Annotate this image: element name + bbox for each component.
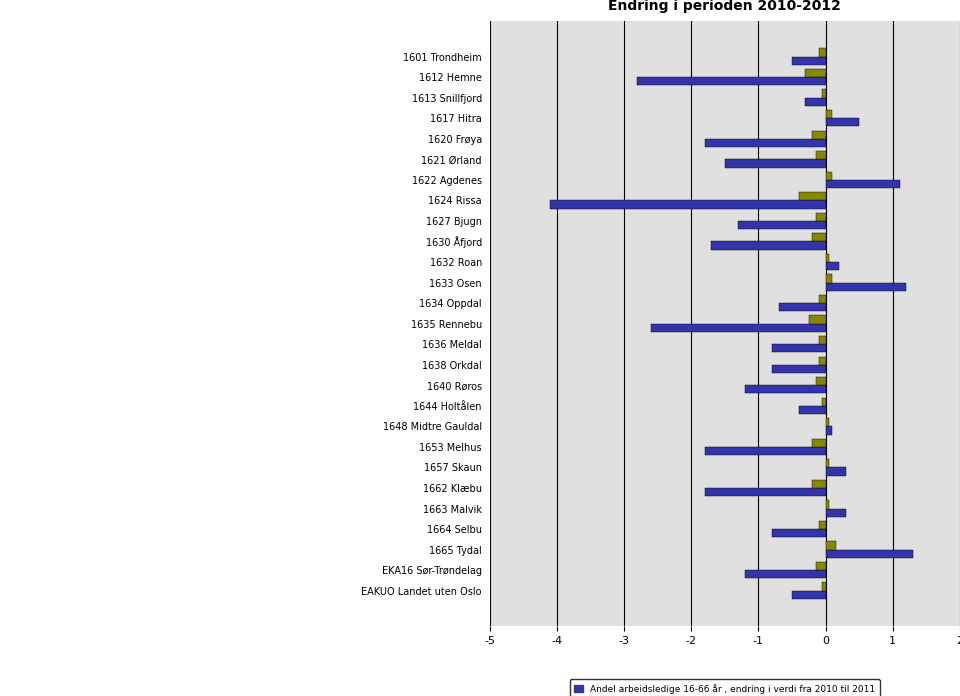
Bar [826, 262, 839, 270]
Bar [812, 131, 826, 139]
Bar [819, 521, 826, 529]
Bar [826, 459, 828, 468]
Bar [805, 97, 826, 106]
Bar [779, 303, 826, 311]
Bar [792, 56, 826, 65]
Bar [705, 139, 826, 147]
Bar [819, 336, 826, 345]
Bar [826, 172, 832, 180]
Bar [799, 406, 826, 414]
Bar [826, 468, 846, 475]
Bar [826, 180, 900, 188]
Bar [819, 49, 826, 56]
Bar [738, 221, 826, 229]
Bar [826, 110, 832, 118]
Bar [826, 274, 832, 283]
Bar [792, 591, 826, 599]
Bar [805, 69, 826, 77]
Bar [772, 529, 826, 537]
Bar [822, 397, 826, 406]
Bar [772, 365, 826, 373]
Bar [772, 345, 826, 352]
Bar [819, 295, 826, 303]
Bar [745, 570, 826, 578]
Bar [826, 118, 859, 127]
Bar [826, 550, 913, 557]
Bar [815, 213, 826, 221]
Bar [826, 418, 828, 427]
Bar [815, 562, 826, 570]
Bar [799, 192, 826, 200]
Bar [705, 447, 826, 455]
Bar [826, 427, 832, 434]
Bar [822, 583, 826, 591]
Legend: Andel arbeidsledige 16-66 år , endring i verdi fra 2010 til 2011, Andel arbeidsl: Andel arbeidsledige 16-66 år , endring i… [569, 679, 880, 696]
Bar [812, 233, 826, 242]
Bar [819, 356, 826, 365]
Bar [826, 541, 835, 550]
Bar [705, 488, 826, 496]
Bar [815, 151, 826, 159]
Bar [725, 159, 826, 168]
Bar [550, 200, 826, 209]
Bar [826, 254, 828, 262]
Bar [808, 315, 826, 324]
Bar [651, 324, 826, 332]
Bar [826, 283, 906, 291]
Bar [815, 377, 826, 386]
Bar [826, 500, 828, 509]
Title: Endring i perioden 2010-2012: Endring i perioden 2010-2012 [609, 0, 841, 13]
Bar [745, 386, 826, 393]
Bar [822, 90, 826, 97]
Bar [812, 438, 826, 447]
Bar [637, 77, 826, 86]
Bar [812, 480, 826, 488]
Bar [826, 509, 846, 516]
Bar [711, 242, 826, 250]
